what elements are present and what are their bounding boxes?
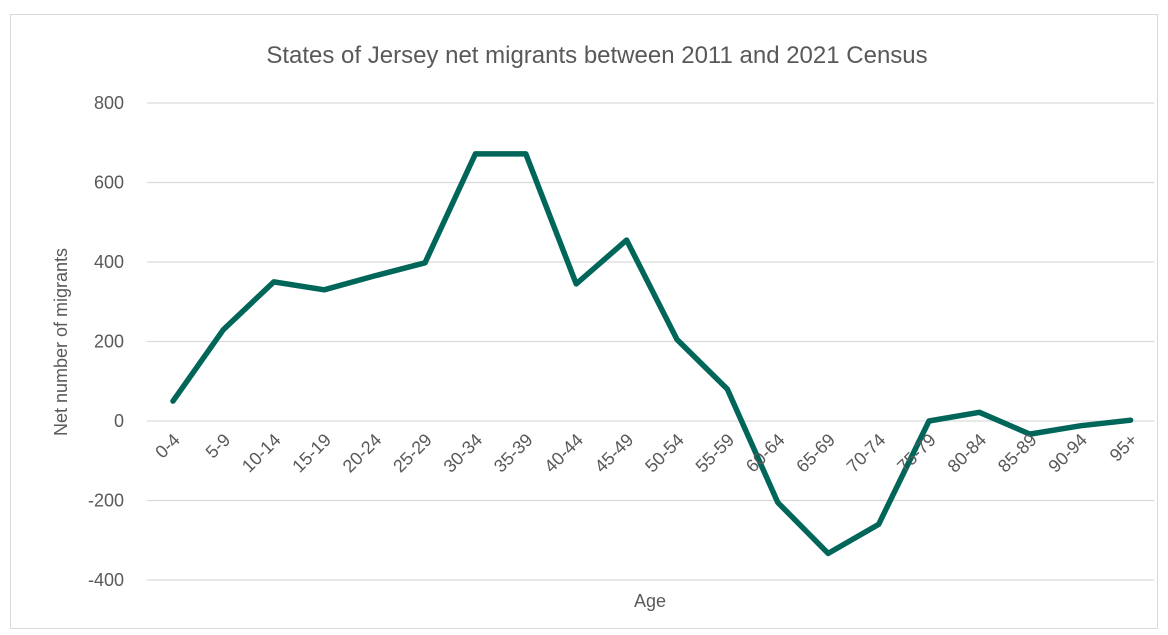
x-tick-label: 30-34 <box>440 430 487 477</box>
x-tick-label: 95+ <box>1106 430 1142 466</box>
x-tick-label: 45-49 <box>591 430 638 477</box>
x-tick-label: 10-14 <box>238 430 285 477</box>
x-tick-label: 0-4 <box>151 430 184 463</box>
gridlines <box>147 102 1154 581</box>
x-tick-label: 40-44 <box>540 430 587 477</box>
y-tick-label: 600 <box>94 173 124 193</box>
x-axis-title: Age <box>634 591 666 611</box>
x-tick-label: 35-39 <box>490 430 537 477</box>
x-tick-label: 50-54 <box>641 430 688 477</box>
x-tick-label: 80-84 <box>944 430 991 477</box>
y-tick-label: 800 <box>94 93 124 113</box>
x-tick-label: 5-9 <box>202 430 235 463</box>
x-tick-label: 85-89 <box>994 430 1041 477</box>
y-axis-title: Net number of migrants <box>51 248 71 436</box>
x-tick-label: 55-59 <box>692 430 739 477</box>
y-tick-label: -200 <box>88 491 124 511</box>
x-tick-label: 15-19 <box>288 430 335 477</box>
x-tick-label: 70-74 <box>843 430 890 477</box>
chart-title: States of Jersey net migrants between 20… <box>266 42 927 69</box>
series-layer <box>170 151 1134 557</box>
y-tick-label: 0 <box>114 411 124 431</box>
series-line <box>170 151 1134 557</box>
x-tick-label: 20-24 <box>339 430 386 477</box>
x-tick-label: 90-94 <box>1044 430 1091 477</box>
y-tick-label: 200 <box>94 332 124 352</box>
y-tick-label: 400 <box>94 252 124 272</box>
y-tick-labels: -400 -200 0 200 400 600 800 <box>88 93 124 590</box>
x-tick-label: 65-69 <box>792 430 839 477</box>
x-tick-label: 25-29 <box>389 430 436 477</box>
x-tick-label: 75-79 <box>893 430 940 477</box>
y-tick-label: -400 <box>88 570 124 590</box>
chart-frame <box>10 14 1158 629</box>
x-tick-labels: 0-4 5-9 10-14 15-19 20-24 25-29 30-34 35-39 40-4… <box>151 430 1141 477</box>
